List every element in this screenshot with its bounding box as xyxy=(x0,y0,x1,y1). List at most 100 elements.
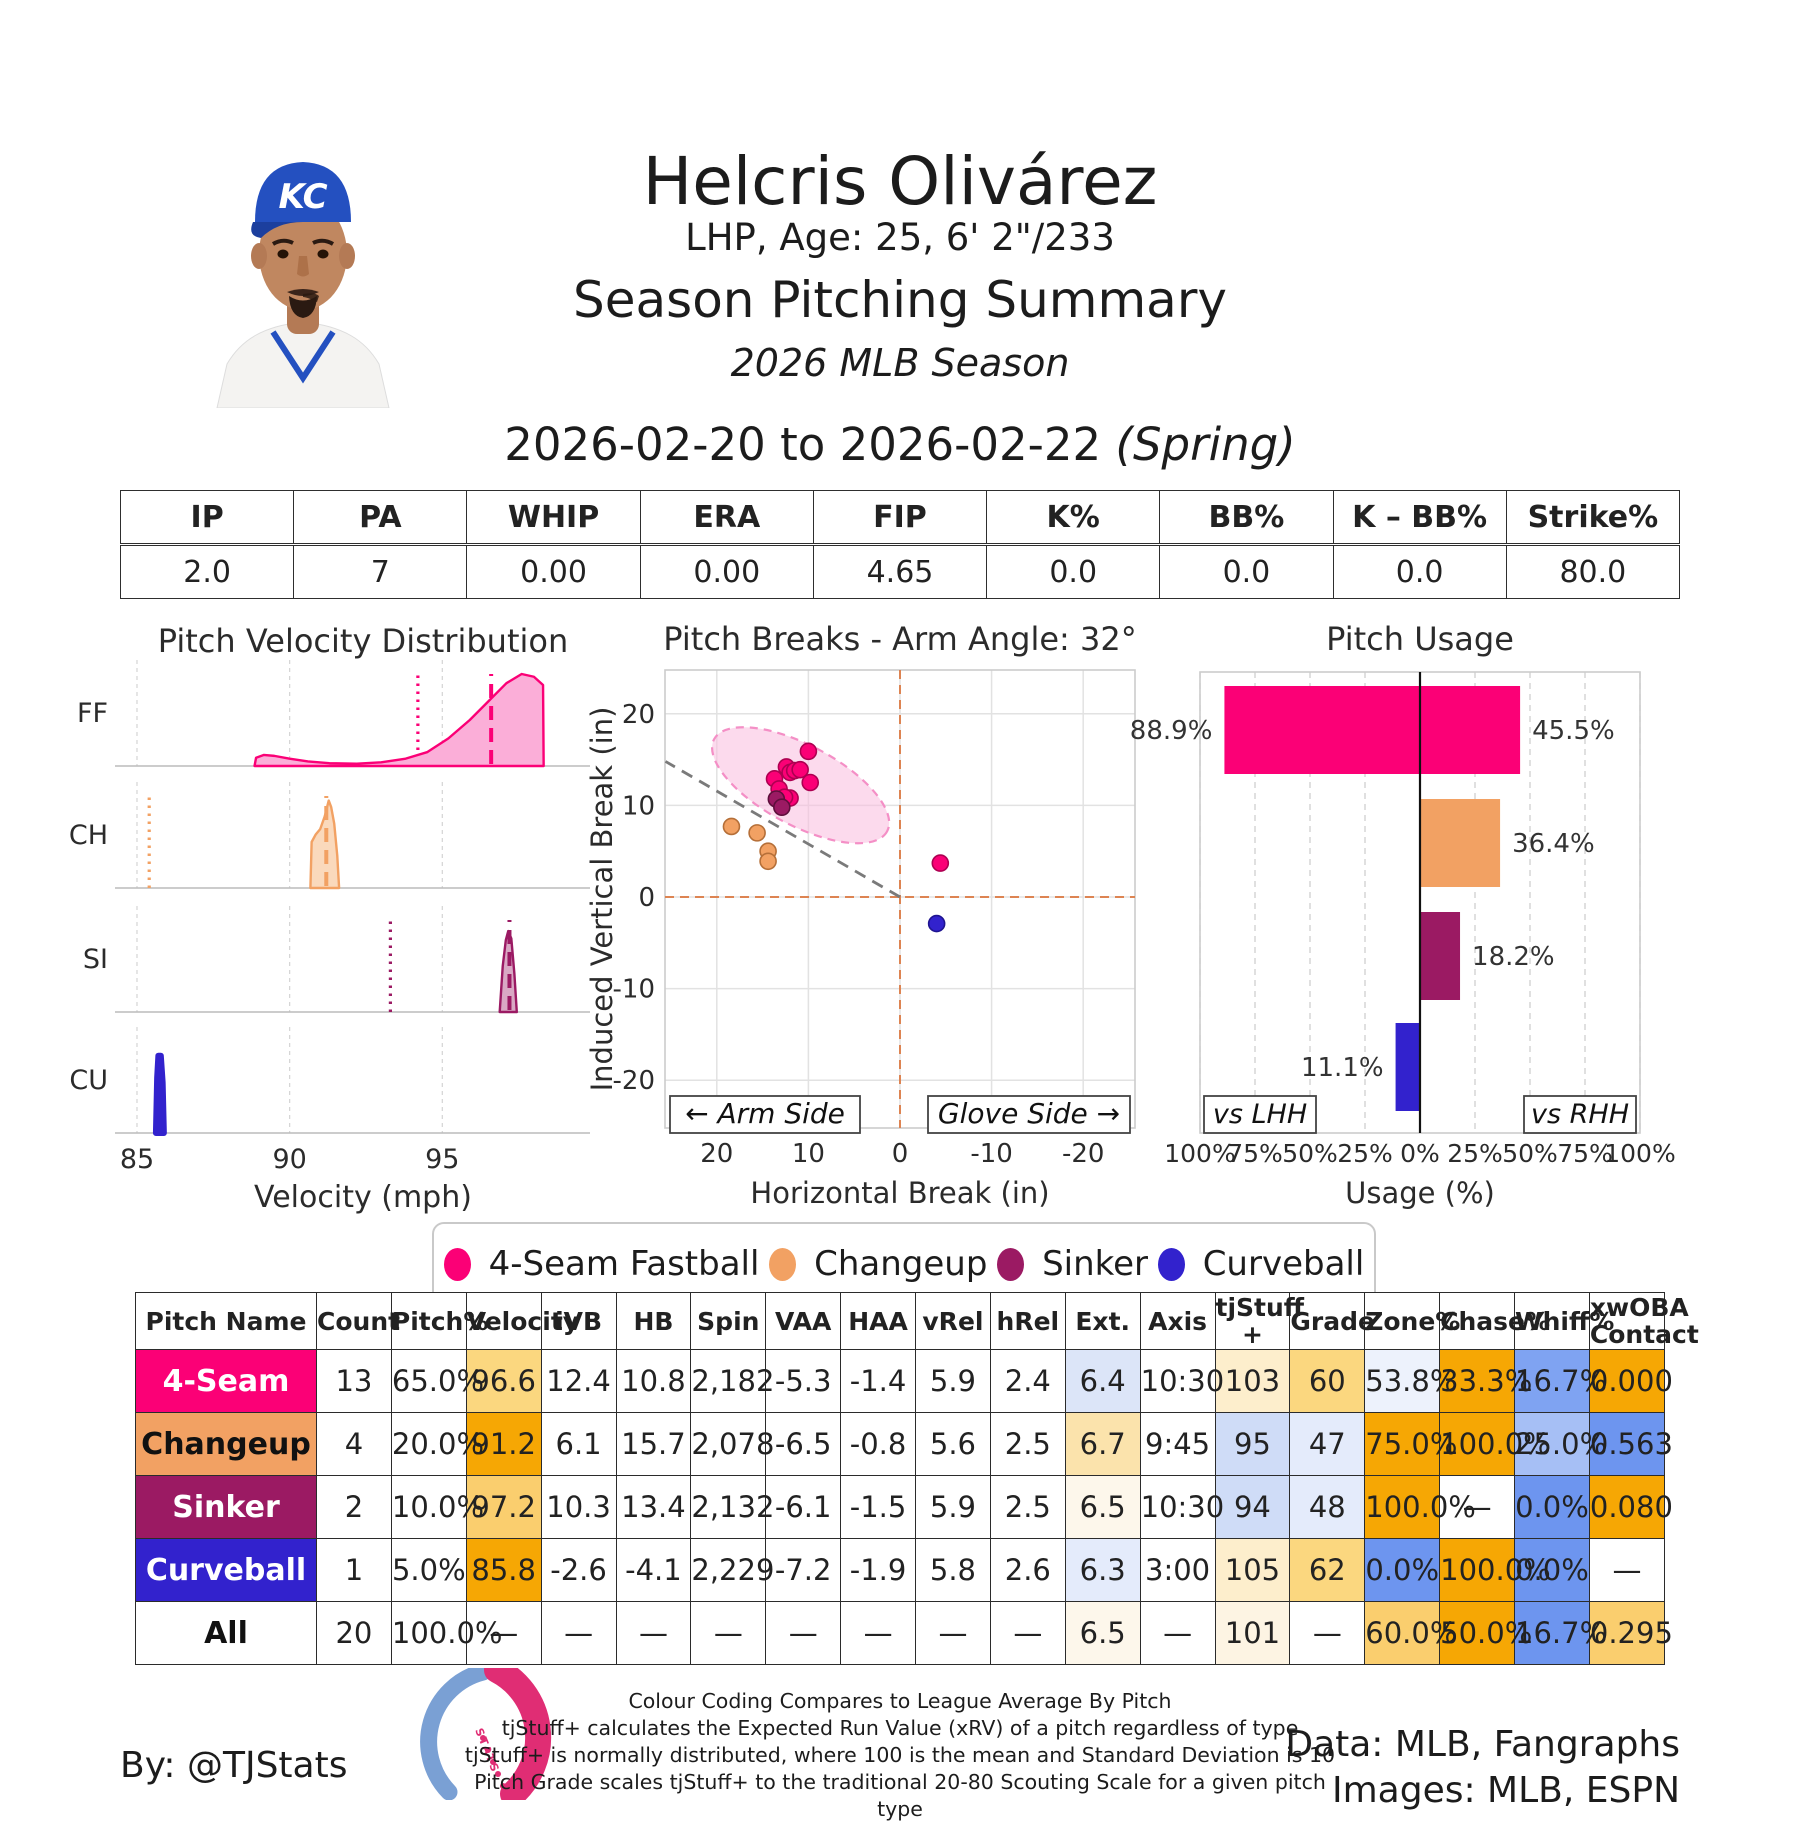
pitch-stat-cell: 16.7% xyxy=(1514,1349,1607,1413)
breaks-x-tick: -10 xyxy=(970,1139,1012,1169)
pitch-stat-cell: 47 xyxy=(1289,1412,1366,1476)
tjstats-logo: STATS xyxy=(420,1668,552,1800)
ch-density xyxy=(309,799,341,890)
breaks-x-tick: 0 xyxy=(892,1139,909,1169)
summary-value: 0.00 xyxy=(466,544,641,599)
footnote-line: tjStuff+ is normally distributed, where … xyxy=(464,1743,1336,1767)
velocity-row-label: CU xyxy=(69,1065,108,1096)
pitch-table-header: HAA xyxy=(840,1292,916,1350)
summary-value: 0.00 xyxy=(639,544,814,599)
date-range: 2026-02-20 to 2026-02-22 (Spring) xyxy=(0,418,1800,471)
pitch-stat-cell: 100.0% xyxy=(390,1601,502,1665)
velocity-row-label: SI xyxy=(83,944,108,975)
ch-break-point xyxy=(722,817,741,836)
usage-value-lhh: 11.1% xyxy=(1301,1053,1384,1083)
legend-label: Curveball xyxy=(1202,1244,1365,1284)
pitch-stat-cell: 101 xyxy=(1214,1601,1291,1665)
pitch-table-header: vRel xyxy=(915,1292,991,1350)
pitch-stat-cell: 0.563 xyxy=(1588,1412,1673,1476)
arm-angle-line xyxy=(664,760,901,899)
pitch-stat-cell: 65.0% xyxy=(390,1349,484,1413)
pitch-stat-cell: 12.4 xyxy=(540,1349,617,1413)
legend-label: Changeup xyxy=(814,1244,988,1284)
pitch-stat-cell: — xyxy=(840,1601,916,1665)
pitch-stat-cell: 5.9 xyxy=(915,1349,991,1413)
legend-label: Sinker xyxy=(1042,1244,1149,1284)
cu-break-point xyxy=(927,914,946,933)
pitch-stat-cell: 20.0% xyxy=(390,1412,484,1476)
pitch-name-cell: Curveball xyxy=(135,1538,317,1602)
summary-header: Strike% xyxy=(1505,490,1681,546)
pitch-stat-cell: 13.4 xyxy=(615,1475,692,1539)
pitch-table-header: Chase% xyxy=(1439,1292,1550,1350)
summary-value: 80.0 xyxy=(1505,544,1681,599)
pitch-table-header: hRel xyxy=(989,1292,1066,1350)
pitch-stat-cell: -4.1 xyxy=(615,1538,692,1602)
ch-usage-bar-rhh xyxy=(1420,799,1501,887)
ch-break-point xyxy=(759,852,777,871)
cu-density xyxy=(152,1052,167,1136)
breaks-x-label: Horizontal Break (in) xyxy=(750,1176,1049,1210)
legend-item: Curveball xyxy=(1157,1244,1365,1284)
footnote-line: Colour Coding Compares to League Average… xyxy=(628,1689,1172,1713)
pitch-stat-cell: -7.2 xyxy=(765,1538,842,1602)
breaks-x-tick: 20 xyxy=(700,1139,733,1169)
ff-break-point xyxy=(931,854,950,872)
charts-panel: Pitch Velocity Distribution FF CH SI CU 85 90 9… xyxy=(69,620,1676,1215)
summary-value: 2.0 xyxy=(119,544,295,599)
pitch-stat-cell: — xyxy=(615,1601,692,1665)
pitch-stat-cell: 0.0% xyxy=(1514,1475,1590,1539)
pitch-stat-cell: -1.5 xyxy=(840,1475,916,1539)
breaks-title: Pitch Breaks - Arm Angle: 32° xyxy=(663,620,1136,658)
pitch-name-cell: All xyxy=(135,1601,317,1665)
vs-rhh-box xyxy=(1523,1095,1637,1134)
pitch-stat-cell: 0.0% xyxy=(1364,1538,1441,1602)
vs-lhh-box xyxy=(1203,1095,1317,1134)
legend-label: 4-Seam Fastball xyxy=(488,1244,760,1284)
summary-header: K – BB% xyxy=(1332,490,1507,546)
breaks-y-tick: 0 xyxy=(638,883,655,913)
pitch-stat-cell: 103 xyxy=(1214,1349,1291,1413)
player-name: Helcris Olivárez xyxy=(642,143,1158,220)
legend-item: Changeup xyxy=(769,1244,987,1284)
pitch-table-header: Zone% xyxy=(1364,1292,1460,1350)
pitch-stat-cell: 10:30 xyxy=(1139,1475,1224,1539)
si-break-point xyxy=(773,798,791,817)
arm-side-label: ← Arm Side xyxy=(685,1097,845,1130)
pitch-name-cell: Changeup xyxy=(135,1412,317,1476)
season-summary-table: IP PA WHIP ERA FIP K% BB% K – BB% Strike% 2.0 7 0.… xyxy=(119,490,1681,599)
pitch-metrics-body: 4-Seam 13 65.0% 96.6 12.4 10.8 2,182 -5.3 -1.4 5.… xyxy=(135,1349,1673,1665)
pitch-stat-cell: 6.5 xyxy=(1064,1601,1141,1665)
usage-value-lhh: 88.9% xyxy=(1130,716,1213,746)
legend-item: Sinker xyxy=(997,1244,1148,1284)
season-label: 2026 MLB Season xyxy=(730,341,1070,385)
pitch-table-row: Changeup 4 20.0% 91.2 6.1 15.7 2,078 -6.5 -0.8 5.… xyxy=(135,1412,1673,1476)
pitch-stat-cell: 2,078 xyxy=(690,1412,774,1476)
pitch-table-header: Pitch% xyxy=(390,1292,488,1350)
summary-value: 0.0 xyxy=(1332,544,1507,599)
logo-stitches xyxy=(480,1735,506,1789)
pitch-table-header: Axis xyxy=(1139,1292,1216,1350)
pitch-table-header: Pitch Name xyxy=(135,1292,317,1350)
summary-header: WHIP xyxy=(466,490,641,546)
player-bio: LHP, Age: 25, 6' 2"/233 xyxy=(685,216,1115,259)
si-usage-bar-rhh xyxy=(1420,912,1461,1000)
pitch-stat-cell: — xyxy=(765,1601,842,1665)
velocity-tick: 95 xyxy=(425,1144,459,1175)
pitch-stat-cell: 0.0% xyxy=(1514,1538,1590,1602)
data-credit: Data: MLB, Fangraphs xyxy=(1285,1724,1680,1765)
pitch-stat-cell: 60 xyxy=(1289,1349,1366,1413)
velocity-tick: 85 xyxy=(120,1144,154,1175)
pitch-stat-cell: 2.5 xyxy=(989,1412,1066,1476)
cap-monogram: KC xyxy=(278,177,327,217)
cu-usage-bar-lhh xyxy=(1395,1023,1420,1111)
legend-item: 4-Seam Fastball xyxy=(443,1244,760,1284)
cap: KC xyxy=(251,162,351,238)
season-summary-header: IP PA WHIP ERA FIP K% BB% K – BB% Strike% xyxy=(119,490,1681,546)
breaks-y-label: Induced Vertical Break (in) xyxy=(585,707,619,1092)
velocity-tick: 90 xyxy=(272,1144,306,1175)
footnote-line: tjStuff+ calculates the Expected Run Val… xyxy=(501,1716,1299,1740)
velocity-row-label: FF xyxy=(77,698,108,729)
pitch-stat-cell: 4 xyxy=(316,1412,392,1476)
summary-header: ERA xyxy=(639,490,814,546)
